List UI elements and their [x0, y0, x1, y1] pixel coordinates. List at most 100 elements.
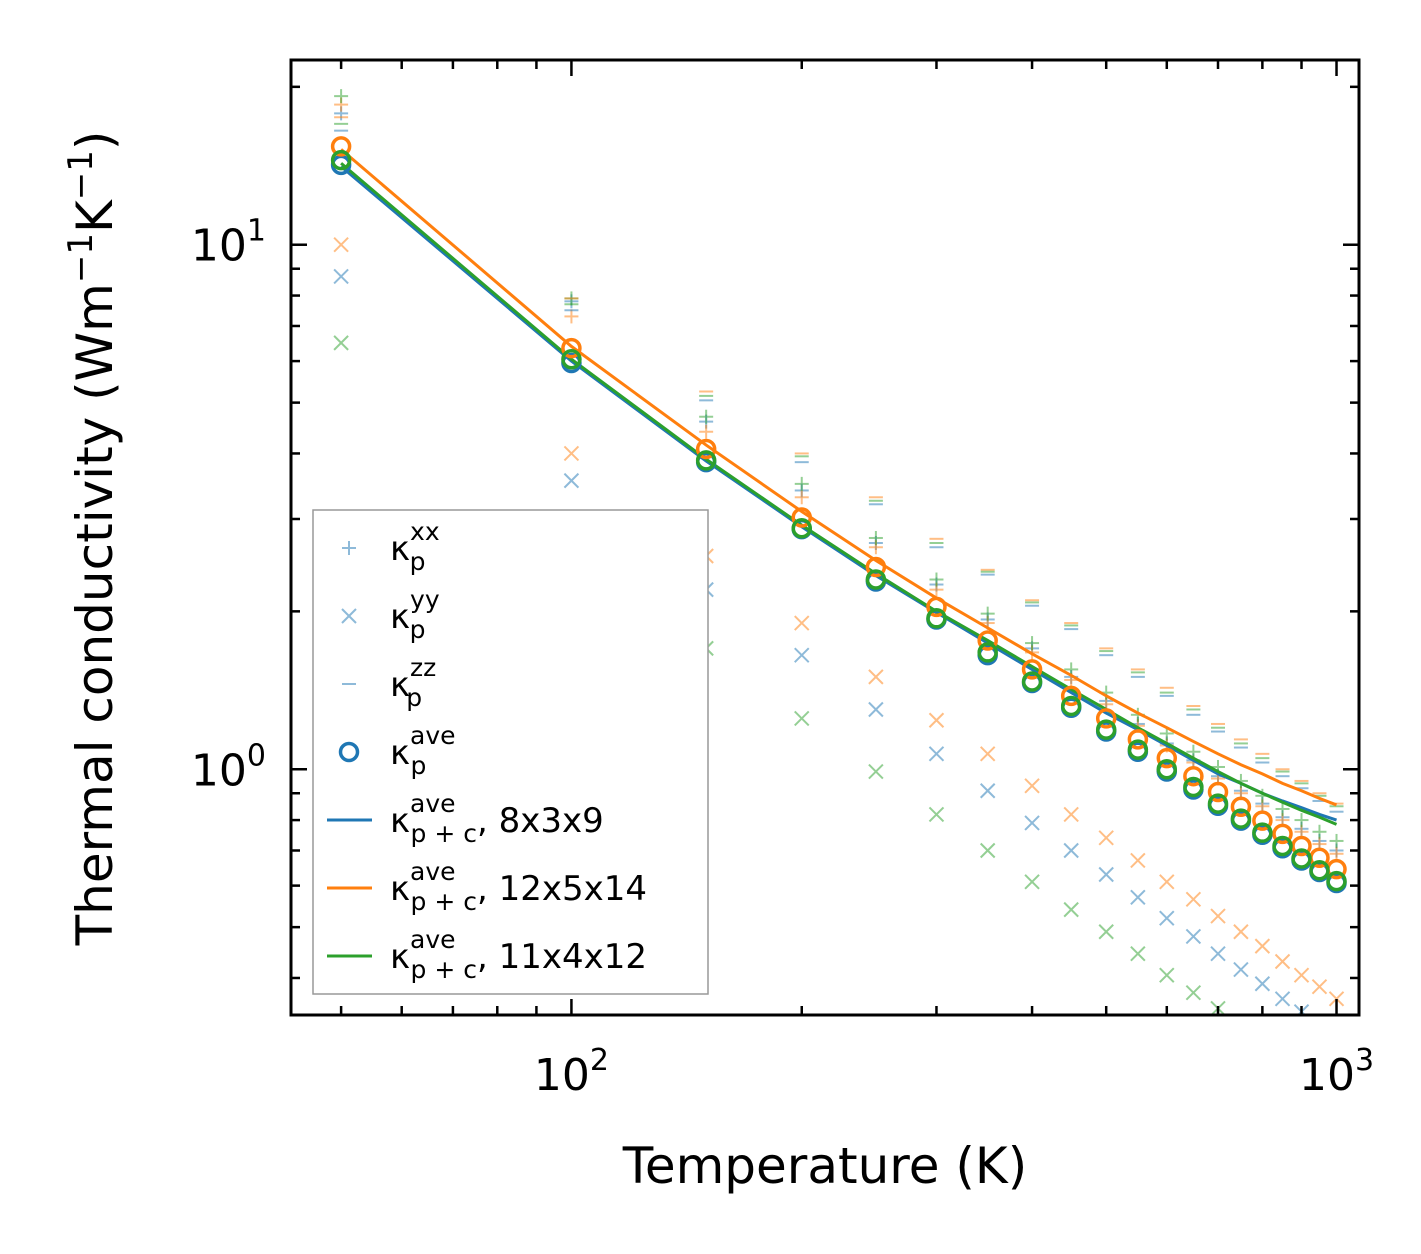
- point-kyy_11x4x12-650: [1185, 984, 1202, 1001]
- point-kyy_12x5x14-750: [1233, 924, 1249, 940]
- point-kave_11x4x12-550: [1127, 739, 1149, 760]
- point-kyy_12x5x14-250: [868, 669, 884, 685]
- legend-sub: p: [410, 547, 426, 576]
- legend-sup: ave: [410, 925, 456, 954]
- y-axis-label-exp2: −1: [61, 150, 101, 200]
- series-kzz_12x5x14: [334, 116, 1344, 805]
- point-kyy_8x3x9-250: [868, 701, 884, 718]
- point-kxx_11x4x12-850: [1275, 801, 1290, 816]
- legend-marker-x: [341, 608, 357, 624]
- legend-sub: p + c: [411, 819, 477, 848]
- series-kyy_12x5x14: [333, 237, 1345, 1007]
- legend-symbol: κ: [390, 869, 410, 909]
- point-kave_11x4x12-850: [1272, 835, 1293, 857]
- legend-sup: yy: [410, 585, 440, 614]
- point-kyy_12x5x14-350: [979, 746, 996, 762]
- point-kave_11x4x12-750: [1230, 808, 1252, 829]
- point-kyy_12x5x14-700: [1210, 908, 1226, 924]
- legend-suffix: , 11x4x12: [477, 937, 647, 977]
- x-tick-label-exp: 2: [590, 1043, 609, 1078]
- legend-entry-4: κave p + c, 8x3x9: [327, 789, 604, 848]
- x-tick-label-1000: 103: [1299, 1043, 1374, 1101]
- legend-label-6: κave p + c, 11x4x12: [390, 925, 647, 984]
- y-axis-label-main: Thermal conductivity (Wm: [66, 283, 124, 946]
- legend-entry-2: κzz p: [342, 653, 436, 712]
- point-kxx_11x4x12-900: [1294, 813, 1309, 828]
- point-kyy_12x5x14-450: [1063, 806, 1079, 823]
- legend-suffix: , 8x3x9: [477, 801, 604, 841]
- point-kave_12x5x14-750: [1230, 796, 1252, 818]
- point-kyy_12x5x14-50: [333, 237, 349, 253]
- legend-sup: ave: [410, 789, 456, 818]
- point-kave_12x5x14-100: [561, 337, 582, 359]
- point-kyy_12x5x14-100: [563, 445, 580, 462]
- point-kave_12x5x14-300: [926, 596, 947, 618]
- legend-entry-6: κave p + c, 11x4x12: [327, 925, 647, 984]
- point-kyy_11x4x12-500: [1098, 924, 1114, 940]
- legend-sup: xx: [410, 517, 440, 546]
- point-kyy_11x4x12-250: [868, 763, 884, 780]
- point-kxx_11x4x12-350: [980, 606, 995, 621]
- point-kyy_11x4x12-200: [794, 710, 810, 727]
- point-kyy_11x4x12-550: [1130, 945, 1146, 962]
- line-kpc_12x5x14: [340, 148, 1338, 807]
- legend-entry-3: κave p: [338, 721, 456, 780]
- point-kave_11x4x12-950: [1309, 859, 1330, 881]
- point-kave_11x4x12-650: [1183, 776, 1204, 798]
- point-kyy_12x5x14-900: [1293, 967, 1310, 983]
- point-kave_12x5x14-600: [1156, 747, 1178, 769]
- point-kyy_8x3x9-850: [1274, 991, 1291, 1007]
- point-kyy_8x3x9-600: [1159, 910, 1175, 926]
- y-tick-label-10: 101: [191, 214, 266, 272]
- x-tick-label-100: 102: [534, 1043, 609, 1101]
- plot-frame: [289, 58, 1361, 1017]
- point-kave_12x5x14-800: [1252, 810, 1273, 831]
- legend-label-0: κxx p: [390, 517, 440, 576]
- point-kyy_12x5x14-500: [1098, 830, 1114, 846]
- point-kave_12x5x14-500: [1095, 708, 1117, 729]
- point-kxx_11x4x12-50: [334, 89, 349, 104]
- series-kpc_12x5x14: [340, 148, 1338, 807]
- point-kave_11x4x12-250: [865, 569, 887, 590]
- legend-sub: p: [411, 751, 427, 780]
- point-kxx_11x4x12-300: [929, 572, 944, 587]
- point-kyy_12x5x14-300: [928, 712, 945, 728]
- point-kave_11x4x12-900: [1291, 848, 1312, 869]
- point-kxx_12x5x14-150: [699, 424, 714, 439]
- point-kyy_12x5x14-550: [1130, 852, 1146, 869]
- legend-sup: ave: [410, 857, 456, 886]
- point-kave_11x4x12-800: [1252, 822, 1273, 843]
- point-kyy_8x3x9-800: [1254, 976, 1271, 992]
- point-kave_12x5x14-400: [1021, 659, 1043, 680]
- point-kyy_8x3x9-650: [1185, 928, 1202, 945]
- point-kyy_11x4x12-50: [333, 335, 349, 351]
- point-kave_12x5x14-700: [1207, 781, 1229, 803]
- legend-symbol: κ: [390, 597, 410, 637]
- point-kyy_8x3x9-450: [1063, 842, 1079, 859]
- y-tick-label-exp: 0: [247, 738, 266, 773]
- point-kyy_12x5x14-1000: [1328, 991, 1345, 1007]
- point-kave_12x5x14-900: [1291, 835, 1312, 857]
- point-kave_11x4x12-1000: [1326, 870, 1347, 892]
- legend-symbol: κ: [390, 665, 410, 705]
- tick-labels: 102 103 100 101: [191, 214, 1374, 1101]
- point-kyy_12x5x14-200: [794, 615, 810, 631]
- point-kyy_11x4x12-450: [1063, 901, 1079, 918]
- point-kyy_12x5x14-400: [1024, 778, 1040, 794]
- y-axis-label: Thermal conductivity (Wm−1K−1): [61, 131, 124, 947]
- point-kave_12x5x14-250: [865, 556, 887, 578]
- point-kxx_11x4x12-650: [1186, 744, 1201, 759]
- y-axis-label-end: ): [66, 131, 124, 151]
- y-tick-label-base: 10: [191, 745, 247, 796]
- point-kyy_8x3x9-700: [1210, 945, 1226, 962]
- point-kave_11x4x12-50: [330, 149, 352, 171]
- point-kxx_12x5x14-1000: [1329, 846, 1344, 861]
- point-kyy_8x3x9-500: [1098, 866, 1114, 883]
- point-kyy_8x3x9-50: [333, 268, 349, 285]
- point-kave_12x5x14-150: [695, 438, 717, 460]
- point-kyy_8x3x9-350: [979, 783, 996, 799]
- point-kave_12x5x14-50: [330, 136, 352, 157]
- point-kxx_11x4x12-200: [794, 476, 809, 491]
